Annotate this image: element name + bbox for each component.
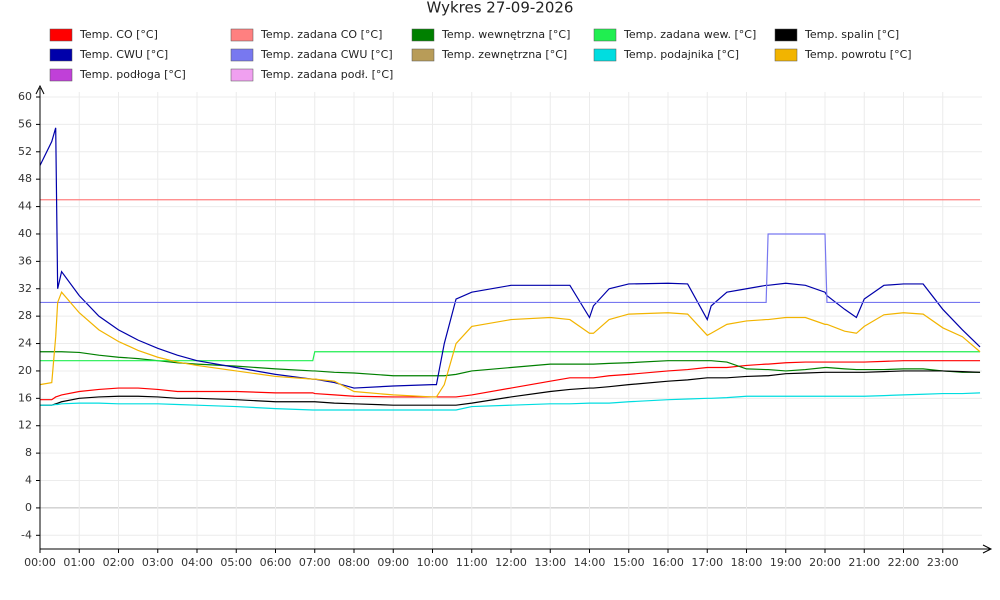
legend-label: Temp. powrotu [°C] [804, 48, 912, 61]
x-tick-label: 22:00 [888, 556, 920, 569]
x-tick-label: 08:00 [338, 556, 370, 569]
y-tick-label: 60 [18, 90, 32, 103]
y-tick-label: 8 [25, 446, 32, 459]
y-tick-label: 16 [18, 391, 32, 404]
x-tick-label: 12:00 [495, 556, 527, 569]
y-tick-label: 40 [18, 227, 32, 240]
legend-label: Temp. zewnętrzna [°C] [441, 48, 567, 61]
x-axis-arrow [982, 544, 993, 554]
legend-swatch [49, 48, 73, 62]
legend-swatch [230, 28, 254, 42]
x-tick-label: 16:00 [652, 556, 684, 569]
x-tick-label: 05:00 [220, 556, 252, 569]
axes [35, 84, 993, 554]
legend-swatch [49, 68, 73, 82]
x-tick-label: 17:00 [691, 556, 723, 569]
y-tick-label: 0 [25, 501, 32, 514]
legend: Temp. CO [°C] Temp. zadana CO [°C] Temp. w… [49, 28, 912, 82]
x-tick-label: 10:00 [417, 556, 449, 569]
legend-label: Temp. CO [°C] [79, 28, 158, 41]
x-tick-label: 18:00 [731, 556, 763, 569]
y-tick-label: 36 [18, 254, 32, 267]
legend-label: Temp. wewnętrzna [°C] [441, 28, 570, 41]
legend-swatch [49, 28, 73, 42]
legend-label: Temp. zadana podł. [°C] [260, 68, 393, 81]
legend-label: Temp. podłoga [°C] [79, 68, 186, 81]
x-tick-label: 20:00 [809, 556, 841, 569]
x-tick-label: 13:00 [534, 556, 566, 569]
legend-swatch [230, 68, 254, 82]
y-tick-label: 44 [18, 200, 32, 213]
legend-label: Temp. zadana CO [°C] [260, 28, 382, 41]
y-tick-label: 32 [18, 282, 32, 295]
x-tick-label: 06:00 [260, 556, 292, 569]
series-line [40, 370, 981, 406]
legend-swatch [411, 28, 435, 42]
x-tick-label: 04:00 [181, 556, 213, 569]
legend-label: Temp. zadana wew. [°C] [623, 28, 756, 41]
legend-swatch [774, 48, 798, 62]
x-tick-label: 23:00 [927, 556, 959, 569]
legend-label: Temp. CWU [°C] [79, 48, 168, 61]
series-line [40, 360, 981, 401]
series-line [40, 351, 981, 362]
y-tick-label: -4 [21, 528, 32, 541]
legend-swatch [411, 48, 435, 62]
x-tick-label: 21:00 [848, 556, 880, 569]
y-tick-label: 56 [18, 117, 32, 130]
legend-swatch [593, 48, 617, 62]
x-tick-label: 09:00 [377, 556, 409, 569]
plot [39, 127, 981, 411]
x-tick-label: 19:00 [770, 556, 802, 569]
series-line [39, 291, 981, 398]
y-tick-label: 28 [18, 309, 32, 322]
x-tick-label: 01:00 [63, 556, 95, 569]
x-tick-label: 11:00 [456, 556, 488, 569]
legend-swatch [230, 48, 254, 62]
legend-label: Temp. spalin [°C] [804, 28, 899, 41]
x-tick-label: 00:00 [24, 556, 56, 569]
y-tick-label: 12 [18, 419, 32, 432]
x-tick-label: 07:00 [299, 556, 331, 569]
legend-swatch [593, 28, 617, 42]
series-line [40, 351, 981, 377]
x-tick-label: 02:00 [103, 556, 135, 569]
y-tick-label: 52 [18, 145, 32, 158]
y-tick-label: 4 [25, 474, 32, 487]
y-axis-arrow [35, 84, 45, 95]
legend-swatch [774, 28, 798, 42]
y-tick-label: 20 [18, 364, 32, 377]
x-tick-label: 03:00 [142, 556, 174, 569]
x-tick-label: 15:00 [613, 556, 645, 569]
y-tick-label: 24 [18, 337, 32, 350]
legend-label: Temp. zadana CWU [°C] [260, 48, 393, 61]
x-tick-label: 14:00 [574, 556, 606, 569]
series-line [40, 392, 981, 411]
series-line [40, 233, 981, 304]
legend-label: Temp. podajnika [°C] [623, 48, 739, 61]
chart-title: Wykres 27-09-2026 [427, 0, 574, 17]
y-tick-label: 48 [18, 172, 32, 185]
